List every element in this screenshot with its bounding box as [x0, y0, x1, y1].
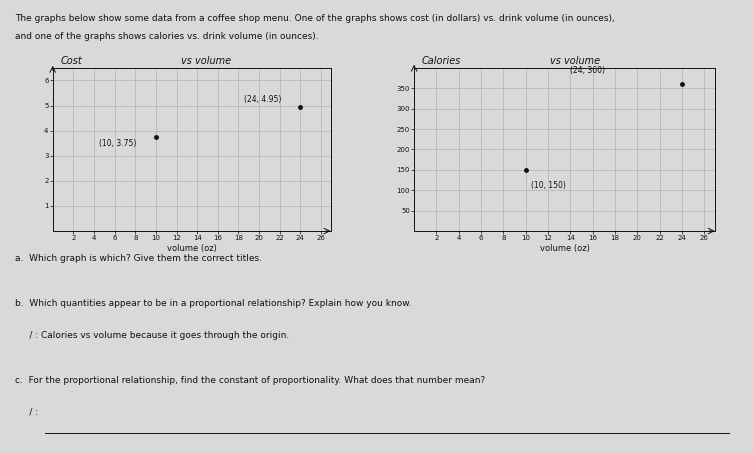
Text: and one of the graphs shows calories vs. drink volume (in ounces).: and one of the graphs shows calories vs.…	[15, 32, 319, 41]
Text: (10, 150): (10, 150)	[532, 181, 566, 190]
X-axis label: volume (oz): volume (oz)	[540, 244, 590, 253]
Text: a.  Which graph is which? Give them the correct titles.: a. Which graph is which? Give them the c…	[15, 254, 262, 263]
Text: The graphs below show some data from a coffee shop menu. One of the graphs shows: The graphs below show some data from a c…	[15, 14, 614, 23]
Text: Calories: Calories	[422, 56, 461, 66]
Text: vs volume: vs volume	[181, 56, 231, 66]
Text: c.  For the proportional relationship, find the constant of proportionality. Wha: c. For the proportional relationship, fi…	[15, 376, 486, 385]
Text: Cost: Cost	[60, 56, 82, 66]
Text: b.  Which quantities appear to be in a proportional relationship? Explain how yo: b. Which quantities appear to be in a pr…	[15, 299, 412, 308]
Text: (24, 360): (24, 360)	[570, 66, 605, 75]
Text: / : Calories vs volume because it goes through the origin.: / : Calories vs volume because it goes t…	[15, 331, 289, 340]
Text: / :: / :	[15, 408, 38, 417]
Text: vs volume: vs volume	[550, 56, 600, 66]
Text: (10, 3.75): (10, 3.75)	[99, 139, 136, 148]
X-axis label: volume (oz): volume (oz)	[167, 244, 217, 253]
Text: (24, 4.95): (24, 4.95)	[244, 95, 281, 104]
